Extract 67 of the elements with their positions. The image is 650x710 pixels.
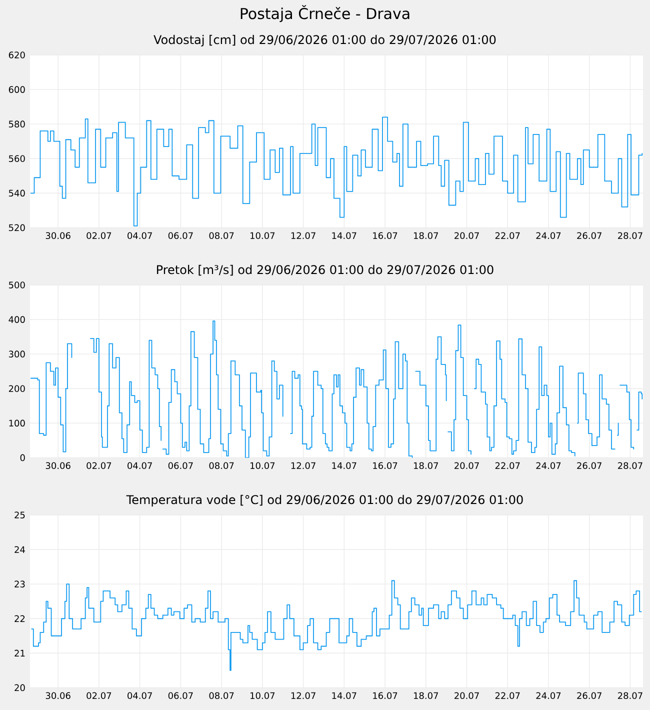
x-tick-label: 24.07	[536, 462, 561, 470]
x-tick-label: 04.07	[128, 692, 152, 700]
x-tick-label: 30.06	[46, 692, 70, 700]
y-tick-label: 620	[8, 52, 25, 58]
x-tick-label: 20.07	[454, 462, 479, 470]
x-tick-label: 08.07	[209, 692, 234, 700]
x-tick-label: 28.07	[618, 462, 642, 470]
y-tick-label: 100	[9, 420, 25, 427]
y-tick-label: 520	[8, 224, 25, 232]
x-tick-label: 08.07	[209, 232, 234, 240]
x-tick-label: 22.07	[495, 462, 520, 470]
y-tick-label: 23	[14, 580, 25, 588]
y-tick-label: 20	[14, 684, 25, 692]
chart-title: Pretok [m³/s] od 29/06/2026 01:00 do 29/07/2026 01:00	[157, 264, 494, 276]
x-tick-label: 18.07	[414, 232, 438, 240]
x-tick-label: 16.07	[373, 232, 398, 240]
x-tick-label: 12.07	[291, 462, 316, 470]
y-tick-label: 540	[8, 190, 25, 197]
x-tick-label: 26.07	[577, 232, 602, 240]
x-tick-label: 04.07	[128, 232, 152, 240]
y-tick-label: 560	[8, 155, 25, 162]
x-tick-label: 08.07	[209, 462, 234, 470]
x-tick-label: 30.06	[46, 232, 70, 240]
x-tick-label: 14.07	[332, 232, 356, 240]
x-tick-label: 02.07	[86, 232, 112, 240]
y-tick-label: 25	[14, 512, 25, 518]
chart-title: Temperatura vode [°C] od 29/06/2026 01:00 do 29/07/2026 01:00	[126, 494, 523, 506]
x-tick-label: 26.07	[577, 462, 602, 470]
x-tick-label: 06.07	[168, 692, 193, 700]
chart-title: Postaja Črneče - Drava	[240, 5, 410, 22]
y-tick-label: 400	[8, 316, 25, 323]
x-tick-label: 14.07	[332, 692, 356, 700]
x-tick-label: 22.07	[495, 232, 520, 240]
y-tick-label: 21	[14, 650, 25, 656]
x-tick-label: 02.07	[86, 462, 112, 470]
x-tick-label: 24.07	[536, 692, 561, 700]
x-tick-label: 06.07	[168, 462, 193, 470]
y-tick-label: 24	[14, 546, 25, 553]
x-tick-label: 10.07	[250, 232, 275, 240]
y-tick-label: 0	[20, 454, 25, 462]
x-tick-label: 28.07	[618, 692, 642, 700]
x-tick-label: 30.06	[46, 462, 70, 470]
x-tick-label: 18.07	[414, 692, 438, 700]
x-tick-label: 20.07	[454, 692, 479, 700]
x-tick-label: 22.07	[495, 692, 520, 700]
y-tick-label: 200	[8, 385, 25, 392]
x-tick-label: 02.07	[86, 692, 112, 700]
x-tick-label: 24.07	[536, 232, 561, 240]
y-tick-label: 500	[8, 282, 25, 288]
x-tick-label: 12.07	[291, 692, 316, 700]
x-tick-label: 10.07	[250, 692, 275, 700]
y-tick-label: 580	[8, 120, 25, 128]
x-tick-label: 06.07	[168, 232, 193, 240]
x-tick-label: 28.07	[618, 232, 642, 240]
chart-subtitle: Vodostaj [cm] od 29/06/2026 01:00 do 29/07/2026 01:00	[154, 34, 496, 46]
x-tick-label: 04.07	[128, 462, 152, 470]
x-tick-label: 14.07	[332, 462, 356, 470]
y-tick-label: 300	[8, 350, 25, 358]
y-tick-label: 22	[14, 615, 25, 622]
y-tick-label: 600	[8, 86, 25, 93]
x-tick-label: 16.07	[373, 692, 398, 700]
x-tick-label: 18.07	[414, 462, 438, 470]
x-tick-label: 16.07	[373, 462, 398, 470]
x-tick-label: 26.07	[577, 692, 602, 700]
x-tick-label: 12.07	[291, 232, 316, 240]
x-tick-label: 20.07	[454, 232, 479, 240]
x-tick-label: 10.07	[250, 462, 275, 470]
